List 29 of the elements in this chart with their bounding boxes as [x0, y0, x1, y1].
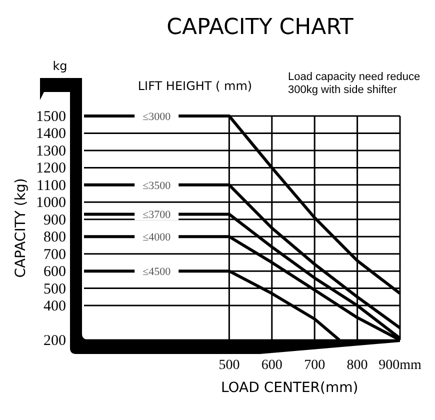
- y-tick-label: 1200: [36, 160, 66, 177]
- y-axis-title: CAPACITY (kg): [13, 178, 29, 278]
- series-label: ≤3500: [142, 180, 172, 192]
- legend-title: LIFT HEIGHT ( mm): [138, 79, 252, 93]
- y-tick-label: 1300: [36, 143, 66, 160]
- text: Load capacity need reduce 300kg with side shifter: [288, 71, 420, 96]
- series-label: ≤3000: [142, 111, 172, 123]
- chart-title: CAPACITY CHART: [166, 15, 354, 40]
- y-tick-label: 900: [44, 212, 66, 228]
- series-label: ≤4500: [142, 266, 172, 278]
- y-tick-label: 500: [44, 281, 66, 298]
- y-tick-label: 200: [44, 333, 66, 349]
- series-label: ≤4000: [142, 232, 172, 244]
- x-tick-label: 600: [261, 358, 282, 373]
- x-tick-label: 900mm: [378, 358, 422, 373]
- y-tick-label: 1400: [36, 126, 66, 142]
- y-tick-label: 1100: [36, 178, 66, 194]
- x-tick-label: 800: [346, 358, 368, 373]
- x-tick-label: 500: [218, 358, 240, 373]
- y-tick-label: 400: [44, 298, 66, 315]
- y-tick-label: 800: [44, 230, 66, 246]
- x-tick-label: 700: [304, 358, 326, 373]
- x-axis-title: LOAD CENTER(mm): [220, 380, 358, 396]
- series-label: ≤3700: [142, 209, 172, 222]
- text: kg: [52, 59, 68, 73]
- y-tick-label: 600: [44, 264, 66, 280]
- y-tick-label: 1000: [36, 195, 66, 212]
- y-tick-label: 700: [44, 246, 66, 263]
- y-tick-label: 1500: [36, 109, 66, 125]
